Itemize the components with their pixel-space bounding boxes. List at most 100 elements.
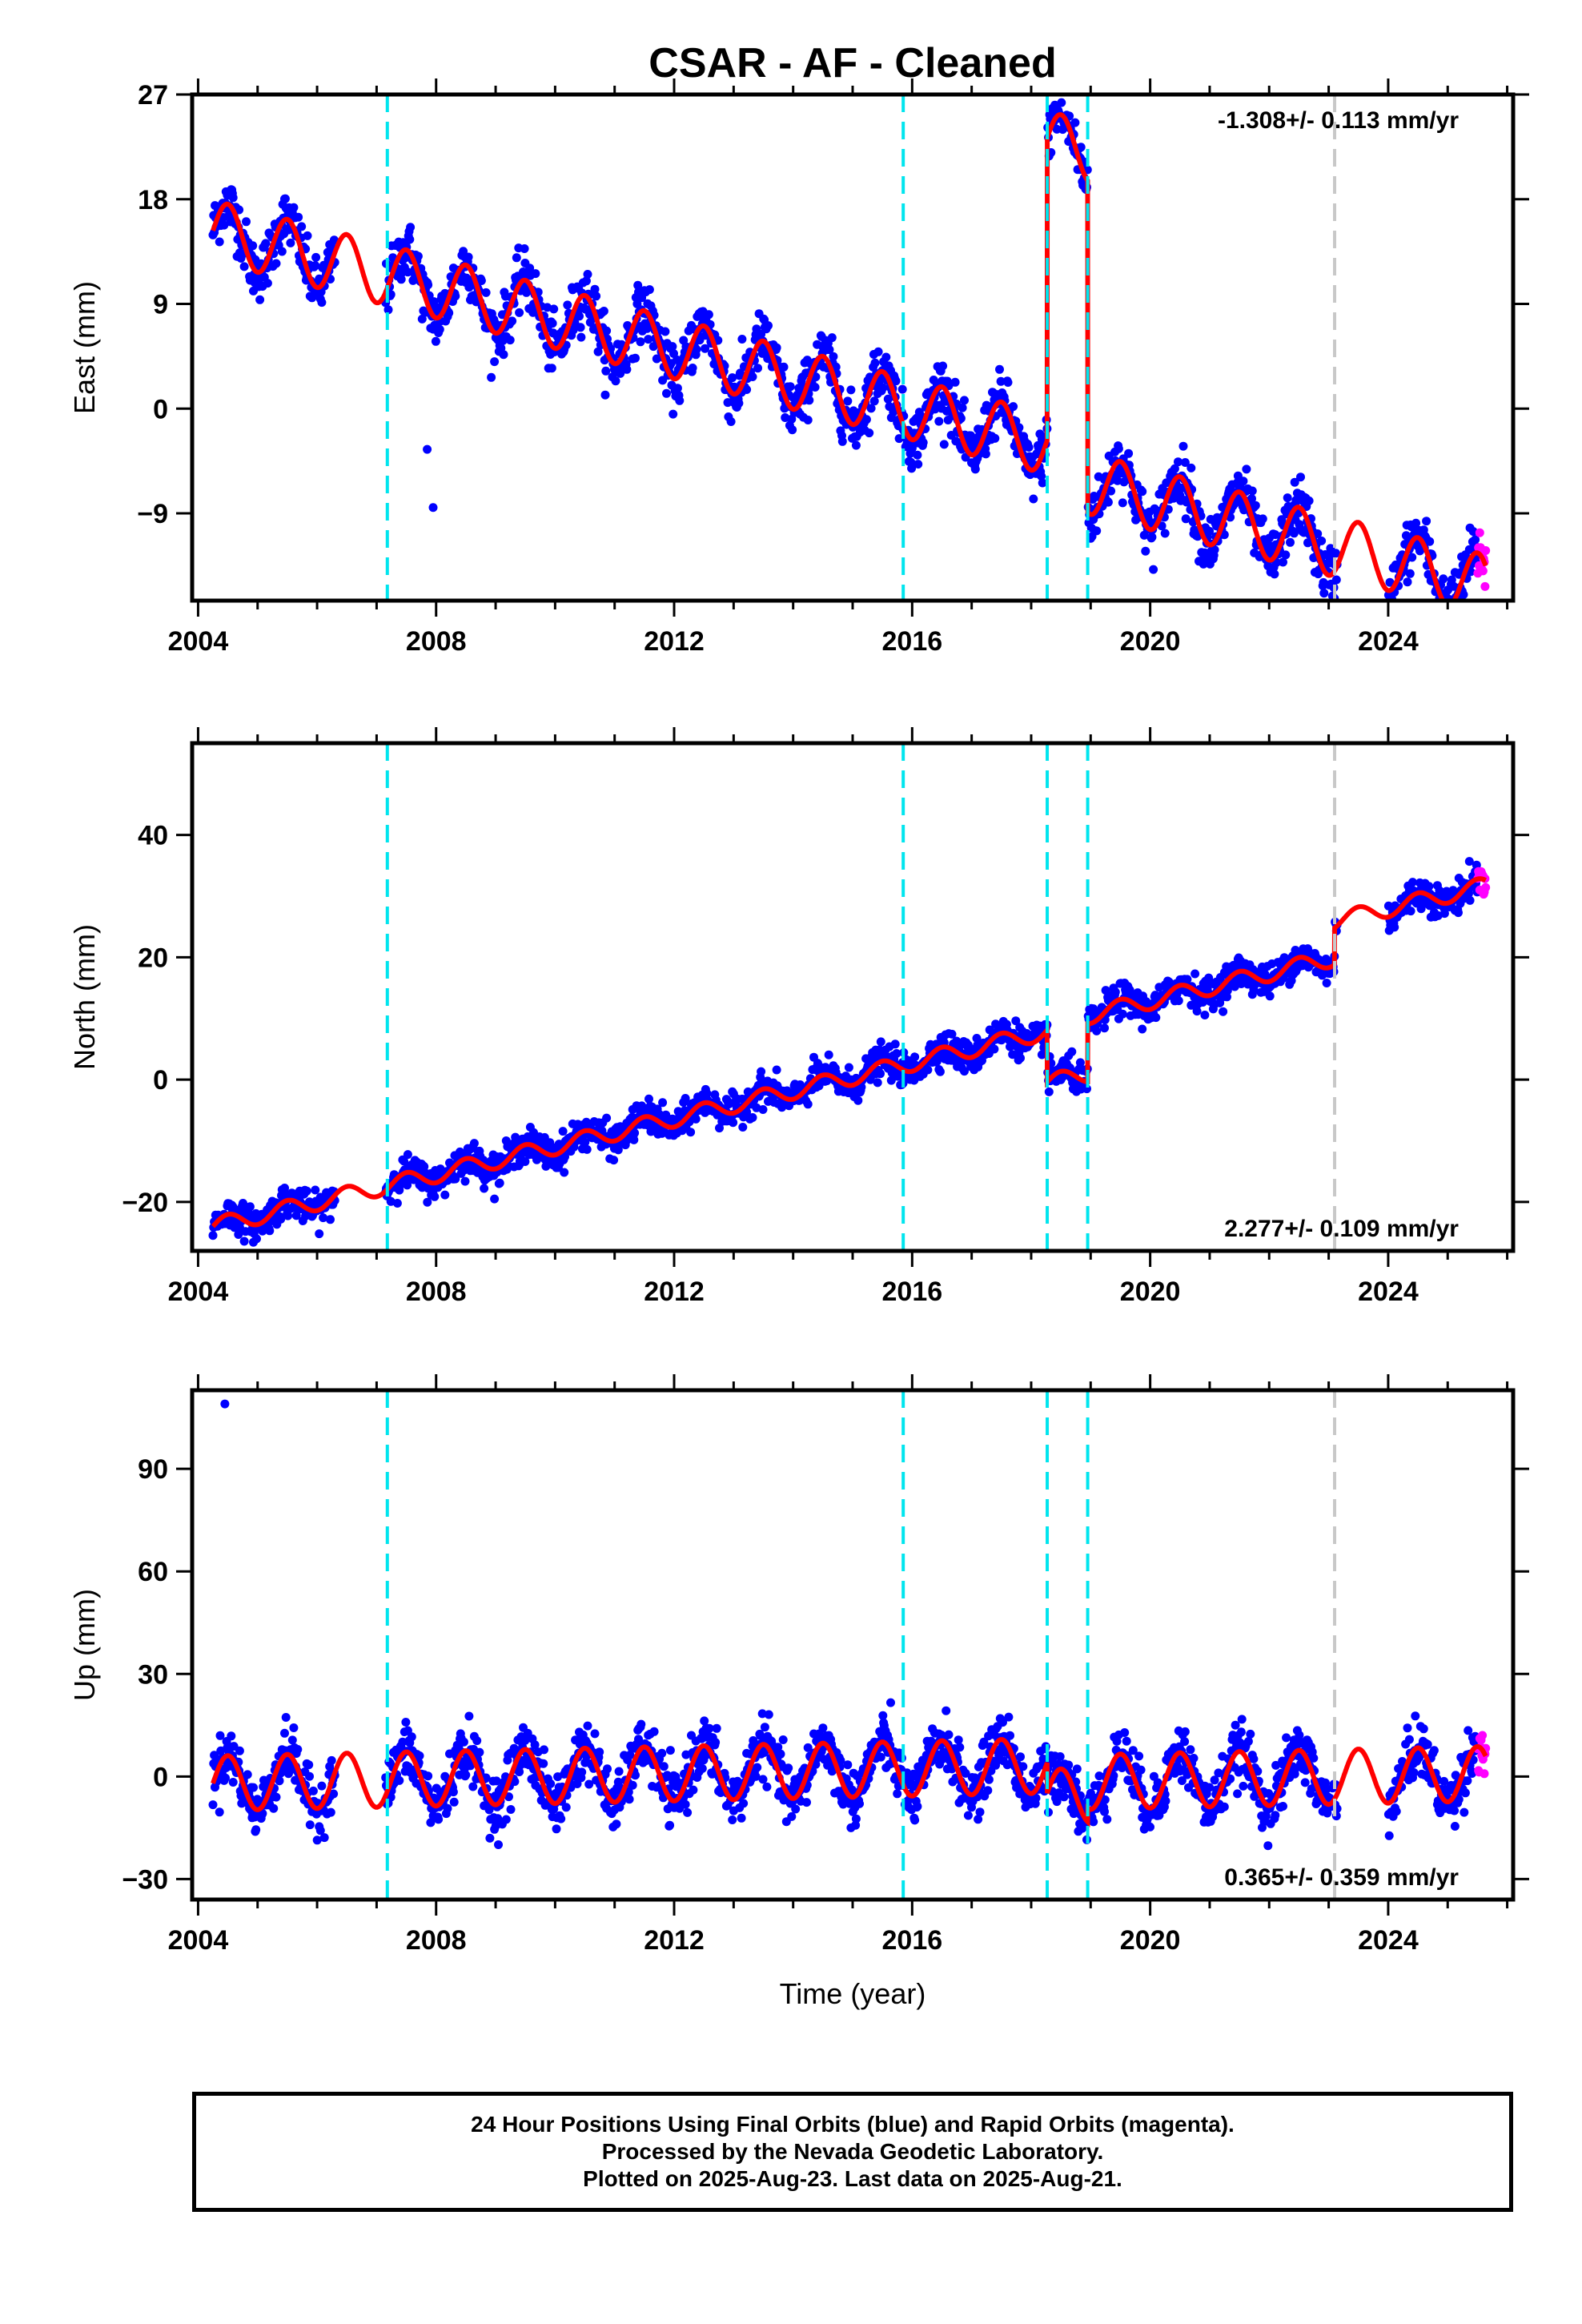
- y-tick-label: 0: [153, 394, 168, 424]
- final-orbit-point: [595, 1747, 604, 1757]
- final-orbit-point: [728, 1815, 737, 1824]
- final-orbit-point: [983, 1786, 993, 1795]
- final-orbit-point: [889, 408, 898, 417]
- final-orbit-point: [913, 1802, 922, 1811]
- final-orbit-point: [495, 1178, 504, 1188]
- data-points: [208, 857, 1491, 1247]
- final-orbit-point: [424, 1771, 433, 1781]
- final-orbit-point: [886, 1698, 895, 1707]
- final-orbit-point: [1160, 529, 1170, 538]
- final-orbit-point: [851, 440, 861, 450]
- final-orbit-point: [548, 319, 557, 328]
- final-orbit-point: [1446, 630, 1455, 639]
- final-orbit-point: [866, 404, 876, 413]
- final-orbit-point: [760, 1723, 769, 1732]
- final-orbit-point: [228, 193, 238, 203]
- final-orbit-point: [459, 1737, 468, 1747]
- final-orbit-point: [659, 1762, 669, 1771]
- final-orbit-point: [576, 323, 585, 332]
- final-orbit-point: [531, 269, 540, 279]
- final-orbit-point: [405, 235, 415, 244]
- final-orbit-point: [788, 425, 797, 435]
- final-orbit-point: [448, 1787, 458, 1797]
- final-orbit-point: [297, 222, 307, 231]
- final-orbit-point: [602, 1113, 612, 1123]
- final-orbit-point: [955, 1743, 965, 1752]
- final-orbit-point: [208, 1231, 218, 1240]
- rapid-orbit-point: [1481, 546, 1491, 555]
- final-orbit-point: [1149, 565, 1158, 574]
- final-orbit-point: [846, 385, 856, 395]
- final-orbit-point: [326, 1215, 335, 1224]
- final-orbit-point: [609, 1156, 619, 1165]
- final-orbit-point: [1124, 448, 1134, 458]
- final-orbit-point: [263, 279, 272, 288]
- final-orbit-point: [1110, 987, 1120, 997]
- final-orbit-point: [913, 450, 922, 460]
- final-orbit-point: [776, 1749, 785, 1759]
- outlier-point: [428, 503, 438, 513]
- x-tick-label: 2020: [1120, 1277, 1181, 1307]
- final-orbit-point: [271, 259, 281, 268]
- final-orbit-point: [865, 428, 874, 438]
- final-orbit-point: [631, 353, 640, 363]
- final-orbit-point: [575, 312, 584, 321]
- final-orbit-point: [501, 1815, 511, 1824]
- final-orbit-point: [923, 1065, 933, 1075]
- final-orbit-point: [475, 1747, 484, 1757]
- final-orbit-point: [549, 304, 559, 314]
- final-orbit-point: [829, 352, 838, 361]
- final-orbit-point: [329, 235, 339, 245]
- final-orbit-point: [883, 394, 893, 404]
- final-orbit-point: [520, 244, 529, 253]
- final-orbit-point: [1018, 1762, 1028, 1771]
- final-orbit-point: [614, 1767, 624, 1776]
- final-orbit-point: [552, 1824, 561, 1834]
- x-tick-label: 2016: [882, 1277, 943, 1307]
- final-orbit-point: [311, 1185, 320, 1195]
- final-orbit-point: [506, 1805, 516, 1814]
- final-orbit-point: [1003, 378, 1013, 387]
- rate-label: -1.308+/- 0.113 mm/yr: [1218, 107, 1459, 134]
- final-orbit-point: [603, 1764, 612, 1774]
- x-tick-label: 2012: [644, 626, 705, 657]
- final-orbit-point: [305, 1771, 314, 1781]
- final-orbit-point: [1059, 1792, 1069, 1802]
- final-orbit-point: [539, 1759, 548, 1768]
- final-orbit-point: [622, 364, 632, 374]
- final-orbit-point: [294, 212, 303, 222]
- final-orbit-point: [652, 354, 661, 364]
- final-orbit-point: [1037, 472, 1046, 480]
- final-orbit-point: [825, 345, 834, 355]
- final-orbit-point: [753, 1763, 762, 1772]
- final-orbit-point: [1465, 895, 1475, 905]
- final-orbit-point: [577, 1767, 587, 1777]
- final-orbit-point: [583, 1721, 592, 1731]
- final-orbit-point: [434, 1815, 444, 1824]
- final-orbit-point: [481, 287, 491, 297]
- final-orbit-point: [1151, 1013, 1161, 1023]
- final-orbit-point: [326, 1807, 335, 1817]
- final-orbit-point: [1438, 609, 1447, 618]
- final-orbit-point: [1449, 607, 1458, 616]
- y-tick-label: 20: [138, 943, 168, 973]
- final-orbit-point: [556, 1814, 566, 1823]
- final-orbit-point: [970, 464, 980, 474]
- final-orbit-point: [1219, 1007, 1228, 1016]
- final-orbit-point: [818, 1723, 828, 1733]
- y-tick-label: 27: [138, 80, 168, 111]
- final-orbit-point: [1118, 498, 1127, 508]
- final-orbit-point: [658, 1098, 668, 1108]
- final-orbit-point: [1016, 1053, 1025, 1063]
- final-orbit-point: [469, 1139, 479, 1148]
- final-orbit-point: [665, 1820, 675, 1830]
- final-orbit-point: [787, 1811, 797, 1821]
- final-orbit-point: [1286, 537, 1295, 547]
- y-tick-label: 0: [153, 1065, 168, 1096]
- final-orbit-point: [636, 1719, 646, 1729]
- final-orbit-point: [990, 433, 1000, 443]
- final-orbit-point: [734, 399, 744, 408]
- final-orbit-point: [1247, 486, 1257, 496]
